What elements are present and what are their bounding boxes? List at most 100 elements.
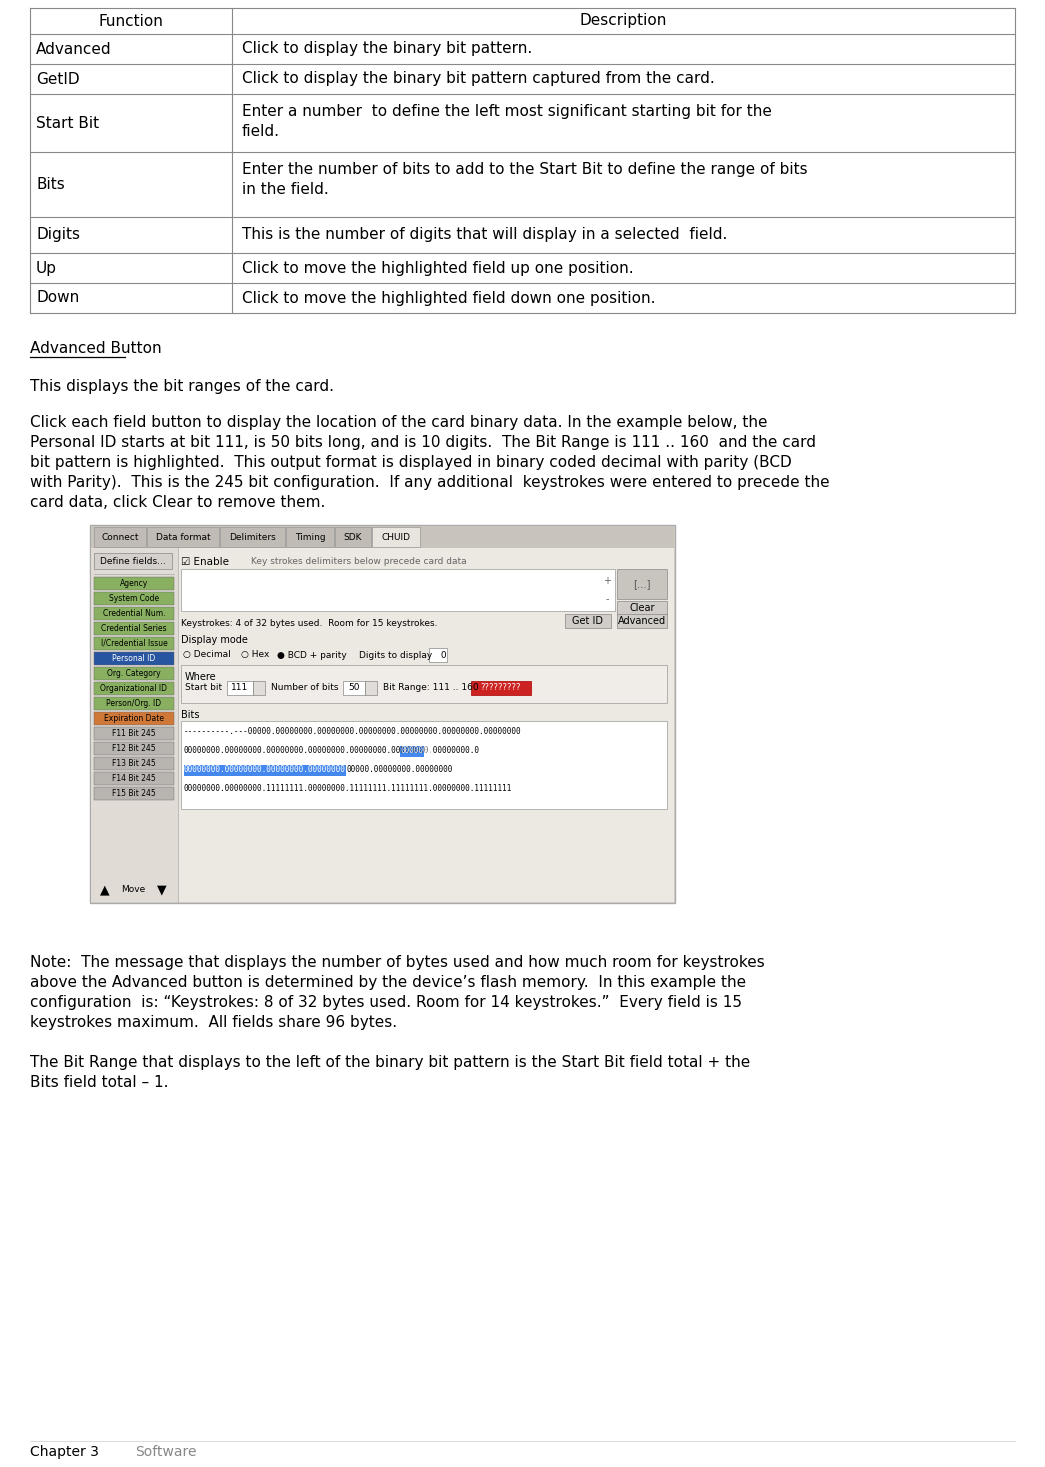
Text: GetID: GetID (36, 72, 79, 87)
Text: -: - (605, 594, 609, 604)
Text: Bits field total – 1.: Bits field total – 1. (30, 1075, 168, 1090)
Text: in the field.: in the field. (242, 182, 329, 197)
Text: […]: […] (633, 579, 651, 588)
Bar (617, 615, 667, 628)
Text: Org. Category: Org. Category (108, 669, 161, 678)
Text: I/Credential Issue: I/Credential Issue (100, 640, 167, 648)
Bar (335, 527, 371, 547)
Bar (94, 527, 146, 547)
Text: field.: field. (242, 125, 280, 139)
Bar (94, 742, 175, 756)
Text: Key strokes delimiters below precede card data: Key strokes delimiters below precede car… (251, 557, 467, 566)
Bar (227, 681, 253, 695)
Text: System Code: System Code (109, 594, 159, 603)
Text: Define fields...: Define fields... (100, 556, 166, 565)
Text: Up: Up (36, 261, 57, 276)
Text: Digits to display   0: Digits to display 0 (359, 650, 446, 660)
Text: Note:  The message that displays the number of bytes used and how much room for : Note: The message that displays the numb… (30, 955, 765, 970)
Text: Advanced: Advanced (618, 616, 666, 626)
Bar (94, 637, 175, 650)
Text: Credential Num.: Credential Num. (102, 609, 165, 618)
Bar (429, 648, 447, 662)
Bar (94, 622, 175, 635)
Bar (220, 527, 285, 547)
Text: The Bit Range that displays to the left of the binary bit pattern is the Start B: The Bit Range that displays to the left … (30, 1055, 750, 1069)
Bar (94, 593, 175, 604)
Text: F15 Bit 245: F15 Bit 245 (112, 789, 156, 798)
Text: bit pattern is highlighted.  This output format is displayed in binary coded dec: bit pattern is highlighted. This output … (30, 455, 792, 469)
Text: 0000000: 0000000 (400, 747, 433, 756)
Text: ▲: ▲ (100, 883, 110, 896)
Bar (94, 682, 175, 695)
Text: Get ID: Get ID (573, 616, 604, 626)
Bar (94, 667, 175, 681)
Text: Start Bit: Start Bit (36, 116, 99, 131)
Bar (94, 772, 175, 785)
Text: 00000.00000000.00000000: 00000.00000000.00000000 (346, 764, 452, 775)
Bar (94, 553, 172, 569)
Text: Click to display the binary bit pattern.: Click to display the binary bit pattern. (242, 41, 532, 57)
Text: This is the number of digits that will display in a selected  field.: This is the number of digits that will d… (242, 227, 727, 242)
Text: CHUID: CHUID (381, 533, 411, 541)
Bar (94, 728, 175, 739)
Text: with Parity).  This is the 245 bit configuration.  If any additional  keystrokes: with Parity). This is the 245 bit config… (30, 475, 830, 490)
Text: 111: 111 (231, 684, 249, 692)
Bar (184, 764, 346, 776)
Bar (343, 681, 365, 695)
Bar (181, 569, 616, 610)
Bar (400, 747, 424, 757)
Text: Organizational ID: Organizational ID (100, 684, 167, 692)
Text: Click each field button to display the location of the card binary data. In the : Click each field button to display the l… (30, 415, 767, 430)
Text: Personal ID: Personal ID (113, 654, 156, 663)
Text: F11 Bit 245: F11 Bit 245 (112, 729, 156, 738)
Text: Bits: Bits (181, 710, 200, 720)
Text: 00000000.00000000.11111111.00000000.11111111.11111111.00000000.11111111: 00000000.00000000.11111111.00000000.1111… (184, 783, 512, 794)
Text: Expiration Date: Expiration Date (104, 714, 164, 723)
Bar (94, 757, 175, 770)
Text: keystrokes maximum.  All fields share 96 bytes.: keystrokes maximum. All fields share 96 … (30, 1015, 397, 1030)
Bar (181, 665, 667, 703)
Text: Data format: Data format (156, 533, 210, 541)
Bar (91, 527, 674, 549)
Text: 50: 50 (348, 684, 359, 692)
Bar (91, 549, 178, 902)
Text: Digits: Digits (36, 227, 80, 242)
Text: Bit Range: 111 .. 160: Bit Range: 111 .. 160 (384, 682, 479, 691)
Text: Clear: Clear (629, 603, 655, 613)
Text: Down: Down (36, 290, 79, 305)
Bar (94, 607, 175, 621)
Text: F12 Bit 245: F12 Bit 245 (112, 744, 156, 753)
Text: This displays the bit ranges of the card.: This displays the bit ranges of the card… (30, 378, 334, 395)
Text: Display mode: Display mode (181, 635, 248, 645)
Text: Personal ID starts at bit 111, is 50 bits long, and is 10 digits.  The Bit Range: Personal ID starts at bit 111, is 50 bit… (30, 436, 816, 450)
Bar (91, 549, 674, 902)
Bar (565, 615, 611, 628)
Text: configuration  is: “Keystrokes: 8 of 32 bytes used. Room for 14 keystrokes.”  Ev: configuration is: “Keystrokes: 8 of 32 b… (30, 995, 742, 1009)
Bar (365, 681, 377, 695)
Text: Connect: Connect (101, 533, 139, 541)
Text: ?????????: ????????? (481, 684, 521, 692)
Text: Click to move the highlighted field down one position.: Click to move the highlighted field down… (242, 290, 655, 305)
Text: F14 Bit 245: F14 Bit 245 (112, 775, 156, 783)
Text: Software: Software (135, 1445, 196, 1460)
Text: Person/Org. ID: Person/Org. ID (107, 698, 162, 709)
Text: Number of bits: Number of bits (271, 682, 339, 691)
Text: Delimiters: Delimiters (229, 533, 276, 541)
Bar (94, 651, 175, 665)
Text: Move: Move (121, 886, 145, 895)
Text: Chapter 3: Chapter 3 (30, 1445, 99, 1460)
Bar (181, 720, 667, 808)
Text: Credential Series: Credential Series (101, 623, 167, 632)
Text: ▼: ▼ (157, 883, 167, 896)
Text: card data, click Clear to remove them.: card data, click Clear to remove them. (30, 494, 325, 511)
Text: Click to display the binary bit pattern captured from the card.: Click to display the binary bit pattern … (242, 72, 715, 87)
Text: Start bit: Start bit (185, 682, 223, 691)
Text: ○ Decimal: ○ Decimal (183, 650, 231, 660)
Text: Agency: Agency (120, 579, 148, 588)
Bar (147, 527, 219, 547)
Bar (617, 569, 667, 599)
Bar (617, 601, 667, 615)
Text: ☑ Enable: ☑ Enable (181, 557, 229, 568)
Bar (471, 681, 531, 695)
Text: Keystrokes: 4 of 32 bytes used.  Room for 15 keystrokes.: Keystrokes: 4 of 32 bytes used. Room for… (181, 619, 438, 628)
